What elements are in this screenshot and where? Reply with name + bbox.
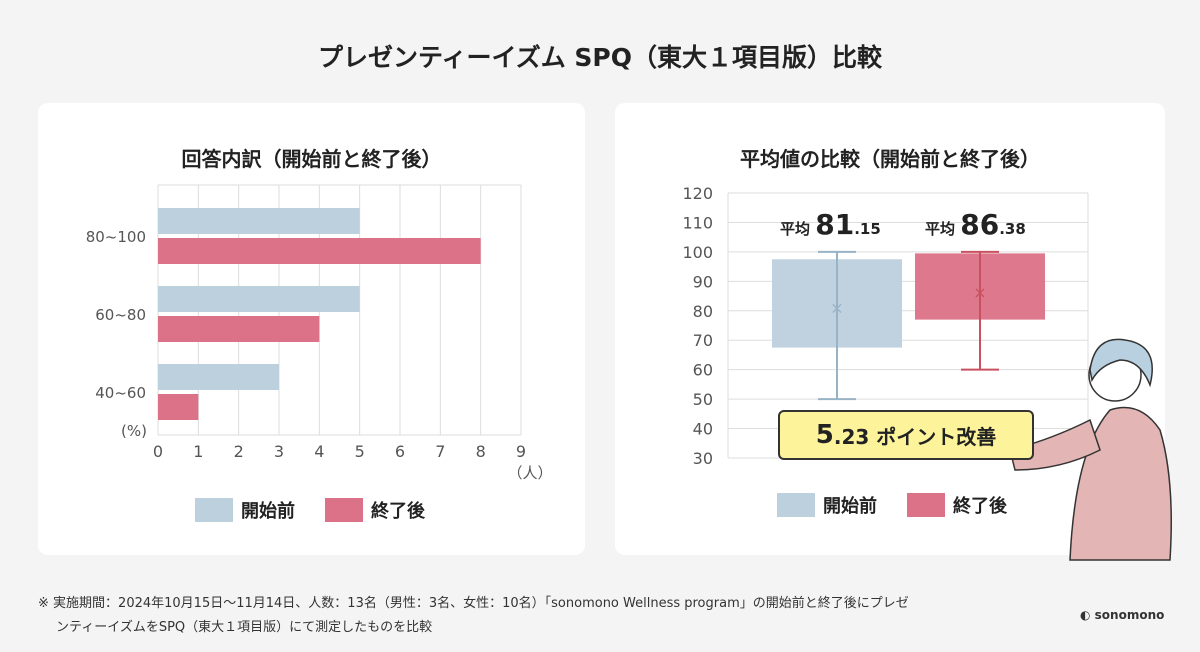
bar-chart-title: 回答内訳（開始前と終了後） — [181, 147, 442, 171]
category-label: 60~80 — [95, 306, 146, 324]
x-tick-label: 3 — [274, 442, 284, 461]
y-tick-label: 70 — [693, 331, 713, 350]
box-chart-title: 平均値の比較（開始前と終了後） — [740, 147, 1040, 171]
bar-after — [158, 394, 199, 420]
legend-label-before: 開始前 — [823, 496, 877, 517]
legend-swatch-after — [325, 498, 363, 522]
mean-marker: × — [973, 283, 986, 302]
bar-before — [158, 286, 360, 312]
footnote: ※ 実施期間：2024年10月15日〜11月14日、人数：13名（男性：3名、女… — [38, 596, 909, 635]
x-axis-label: （人） — [507, 464, 552, 482]
mean-label-after: 平均 86.38 — [925, 208, 1026, 241]
y-tick-label: 80 — [693, 302, 713, 321]
legend-swatch-before — [195, 498, 233, 522]
x-tick-label: 6 — [395, 442, 405, 461]
x-tick-label: 1 — [193, 442, 203, 461]
legend-swatch-before — [777, 493, 815, 517]
legend-label-before: 開始前 — [241, 501, 295, 522]
category-axis-label: (%) — [121, 422, 147, 440]
legend-label-after: 終了後 — [371, 501, 425, 522]
category-label: 80~100 — [86, 228, 146, 246]
bar-legend: 開始前 終了後 — [195, 497, 425, 523]
legend-swatch-after — [907, 493, 945, 517]
y-tick-label: 90 — [693, 272, 713, 291]
y-tick-label: 120 — [682, 184, 713, 203]
y-tick-label: 100 — [682, 243, 713, 262]
mean-marker: × — [830, 298, 843, 317]
x-tick-label: 2 — [234, 442, 244, 461]
bar-before — [158, 364, 279, 390]
x-tick-label: 0 — [153, 442, 163, 461]
x-tick-label: 8 — [476, 442, 486, 461]
bar-after — [158, 316, 320, 342]
sonomono-logo: ◐ sonomono — [1080, 608, 1165, 622]
legend-label-after: 終了後 — [953, 496, 1007, 517]
box-legend: 開始前 終了後 — [777, 492, 1007, 518]
bar-before — [158, 208, 360, 234]
x-tick-label: 4 — [314, 442, 324, 461]
mean-label-before: 平均 81.15 — [780, 208, 881, 241]
page-title: プレゼンティーイズム SPQ（東大１項目版）比較 — [317, 43, 883, 72]
y-tick-label: 110 — [682, 213, 713, 232]
y-tick-label: 60 — [693, 361, 713, 380]
bar-after — [158, 238, 481, 264]
x-tick-label: 5 — [355, 442, 365, 461]
x-tick-label: 9 — [516, 442, 526, 461]
x-tick-label: 7 — [435, 442, 445, 461]
category-label: 40~60 — [95, 384, 146, 402]
y-tick-label: 30 — [693, 449, 713, 468]
y-tick-label: 50 — [693, 390, 713, 409]
y-tick-label: 40 — [693, 420, 713, 439]
improvement-callout: 5.23 ポイント改善 — [778, 410, 1034, 460]
